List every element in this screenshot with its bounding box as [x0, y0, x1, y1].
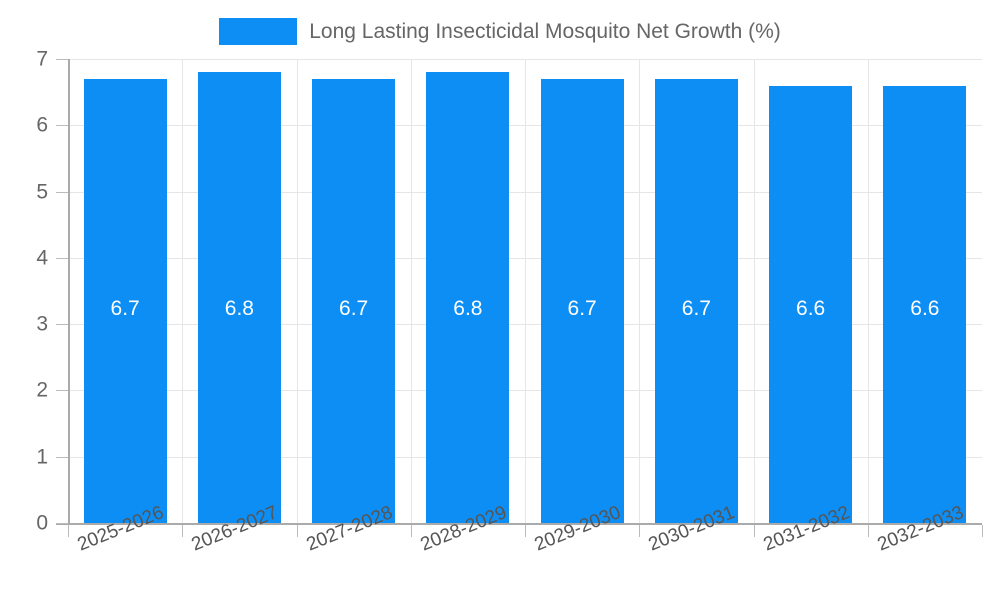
- y-axis-tick: [56, 456, 68, 458]
- bar[interactable]: 6.7: [540, 78, 624, 523]
- x-gridline: [868, 59, 869, 523]
- x-axis-tick: [297, 525, 298, 537]
- x-axis-tick: [639, 525, 640, 537]
- legend-item[interactable]: Long Lasting Insecticidal Mosquito Net G…: [219, 17, 781, 45]
- bar[interactable]: 6.7: [83, 78, 167, 523]
- y-axis-tick: [56, 125, 68, 127]
- legend-color-swatch: [219, 17, 298, 45]
- x-gridline: [639, 59, 640, 523]
- x-gridline: [525, 59, 526, 523]
- bar[interactable]: 6.8: [197, 72, 281, 523]
- x-gridline: [754, 59, 755, 523]
- bar-value-label: 6.7: [567, 296, 597, 320]
- y-axis-tick: [56, 324, 68, 326]
- y-axis-tick-label: 4: [36, 246, 48, 270]
- x-axis-tick: [982, 525, 983, 537]
- legend-item-label: Long Lasting Insecticidal Mosquito Net G…: [309, 19, 781, 43]
- y-axis-tick: [56, 59, 68, 60]
- x-axis-tick: [68, 525, 69, 537]
- y-axis-labels: 0 1 2 3 4 5 6 7: [0, 0, 48, 600]
- x-gridline: [297, 59, 298, 523]
- x-axis-line: [56, 523, 982, 525]
- chart-legend: Long Lasting Insecticidal Mosquito Net G…: [0, 12, 1000, 50]
- x-axis-tick: [525, 525, 526, 537]
- bar-value-label: 6.7: [110, 296, 140, 320]
- plot-area: 6.7 6.8 6.7 6.8 6.7 6.7 6.6 6.6: [68, 59, 982, 524]
- bar[interactable]: 6.7: [312, 78, 396, 523]
- x-axis-tick: [868, 525, 869, 537]
- y-axis-line: [68, 59, 70, 524]
- y-axis-tick: [56, 390, 68, 392]
- x-gridline: [411, 59, 412, 523]
- y-axis-tick-label: 7: [36, 47, 48, 71]
- bar-value-label: 6.6: [796, 296, 826, 320]
- x-gridline: [182, 59, 183, 523]
- bar[interactable]: 6.6: [883, 85, 967, 523]
- y-axis-tick-label: 3: [36, 312, 48, 336]
- bar[interactable]: 6.8: [426, 72, 510, 523]
- bar[interactable]: 6.7: [654, 78, 738, 523]
- y-axis-tick-label: 6: [36, 113, 48, 137]
- y-axis-tick-label: 0: [36, 511, 48, 535]
- y-axis-tick: [56, 257, 68, 259]
- bar[interactable]: 6.6: [769, 85, 853, 523]
- bar-value-label: 6.7: [681, 296, 711, 320]
- y-axis-tick: [56, 191, 68, 193]
- bar-value-label: 6.8: [224, 296, 254, 320]
- x-axis-tick: [411, 525, 412, 537]
- y-axis-tick-label: 5: [36, 180, 48, 204]
- bar-value-label: 6.8: [453, 296, 483, 320]
- bar-value-label: 6.6: [910, 296, 940, 320]
- x-axis-tick: [754, 525, 755, 537]
- x-axis-tick: [182, 525, 183, 537]
- y-axis-tick: [56, 523, 68, 524]
- bar-value-label: 6.7: [339, 296, 369, 320]
- y-axis-tick-label: 2: [36, 378, 48, 402]
- y-axis-tick-label: 1: [36, 445, 48, 469]
